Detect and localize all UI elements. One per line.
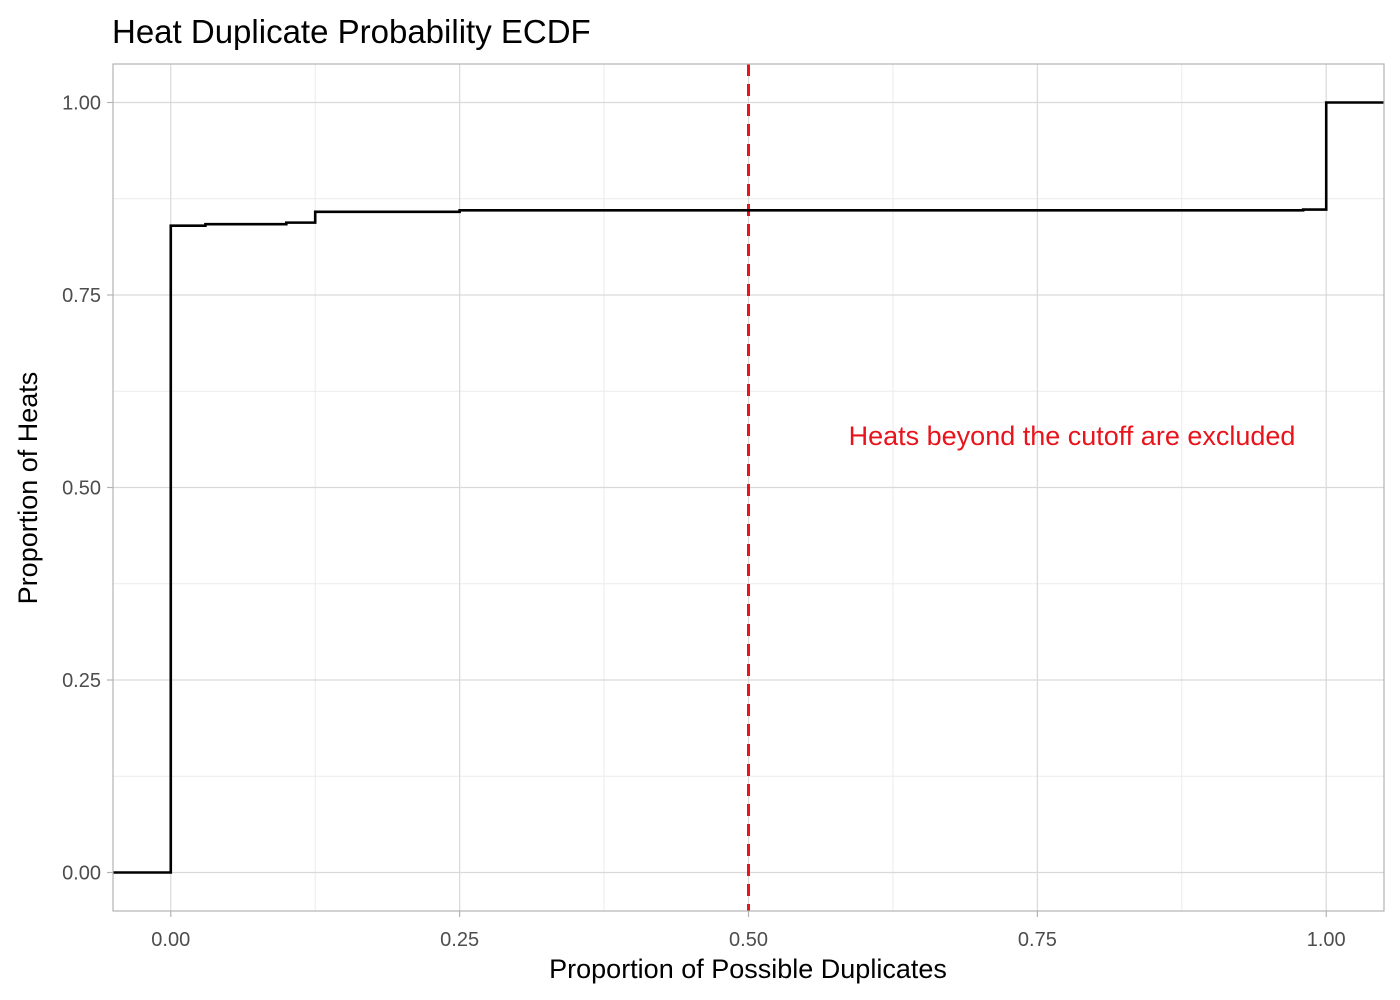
y-tick-label: 0.75 xyxy=(62,285,101,307)
y-tick-label: 1.00 xyxy=(62,93,101,115)
x-tick-label: 0.00 xyxy=(151,929,190,951)
axis-tick-labels: 0.00 0.25 0.50 0.75 1.00 0.00 0.25 0.50 0.75 1.00 xyxy=(62,93,1346,952)
x-tick-label: 0.50 xyxy=(729,929,768,951)
y-axis-title: Proportion of Heats xyxy=(13,372,43,605)
x-tick-label: 0.25 xyxy=(440,929,479,951)
x-tick-label: 0.75 xyxy=(1018,929,1057,951)
x-axis-title: Proportion of Possible Duplicates xyxy=(549,954,947,984)
x-tick-label: 1.00 xyxy=(1307,929,1346,951)
y-tick-label: 0.50 xyxy=(62,478,101,500)
y-tick-label: 0.00 xyxy=(62,863,101,885)
y-tick-label: 0.25 xyxy=(62,670,101,692)
chart-title: Heat Duplicate Probability ECDF xyxy=(112,13,591,50)
series-layer xyxy=(113,101,1384,874)
cutoff-annotation: Heats beyond the cutoff are excluded xyxy=(849,421,1296,451)
axis-ticks xyxy=(107,101,1327,917)
ecdf-line xyxy=(113,101,1384,874)
